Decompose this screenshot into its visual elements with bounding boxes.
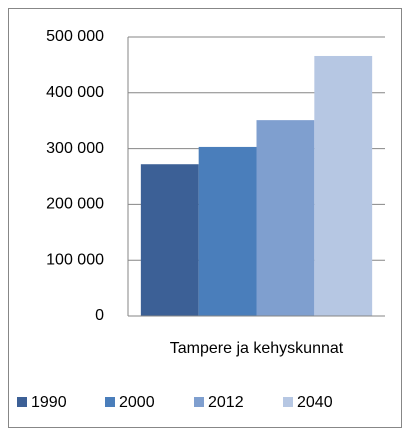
legend-swatch (194, 397, 204, 407)
bar (140, 164, 199, 316)
y-tick-label: 500 000 (46, 28, 104, 45)
y-tick-label: 400 000 (46, 84, 104, 101)
legend-label: 2000 (119, 394, 155, 411)
bar (198, 146, 257, 316)
bar (256, 120, 315, 316)
legend-label: 2040 (297, 394, 333, 411)
y-tick-label: 100 000 (46, 251, 104, 268)
y-tick-label: 300 000 (46, 140, 104, 157)
bar (314, 55, 373, 317)
legend-swatch (105, 397, 115, 407)
legend-swatch (283, 397, 293, 407)
legend-label: 2012 (208, 394, 244, 411)
x-tick-label: Tampere ja kehyskunnat (170, 340, 344, 357)
legend-swatch (17, 397, 27, 407)
y-tick-label: 200 000 (46, 196, 104, 213)
y-tick-label: 0 (95, 307, 104, 324)
legend-label: 1990 (31, 394, 67, 411)
